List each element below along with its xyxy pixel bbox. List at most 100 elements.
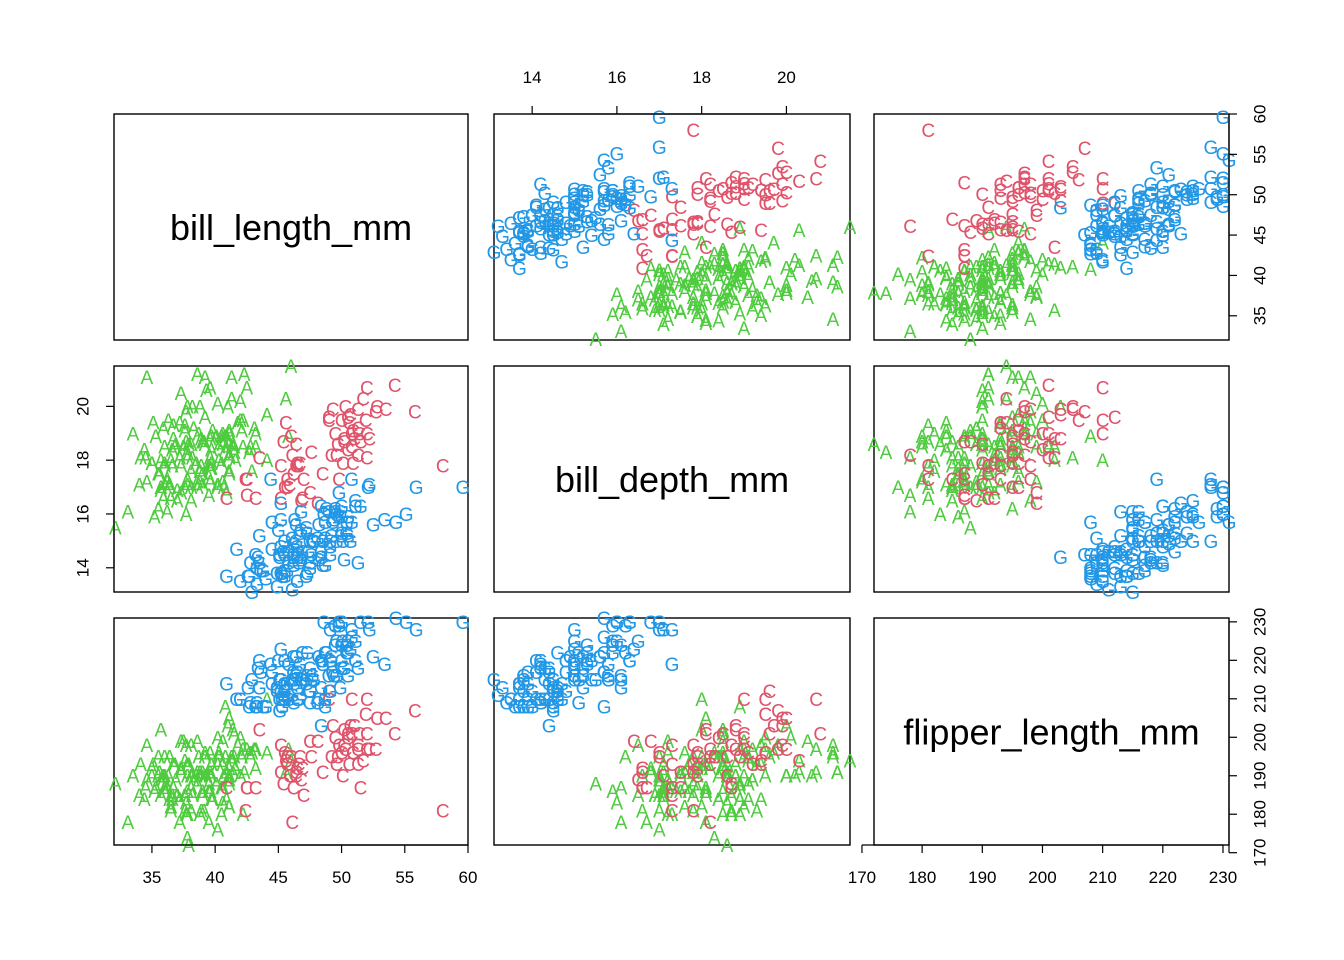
point-marker-A: A — [1012, 368, 1025, 389]
point-marker-A: A — [721, 283, 734, 304]
point-marker-A: A — [958, 282, 971, 303]
point-marker-A: A — [234, 767, 247, 788]
point-marker-A: A — [163, 478, 176, 499]
point-marker-G: G — [1167, 513, 1182, 534]
point-marker-G: G — [610, 613, 625, 634]
point-marker-A: A — [827, 256, 840, 277]
point-marker-G: G — [275, 567, 290, 588]
point-marker-A: A — [640, 271, 653, 292]
point-marker-G: G — [293, 524, 308, 545]
point-marker-A: A — [1000, 286, 1013, 307]
point-marker-A: A — [1042, 438, 1055, 459]
point-marker-C: C — [771, 701, 785, 722]
point-marker-A: A — [165, 451, 178, 472]
point-marker-G: G — [1119, 567, 1134, 588]
point-marker-A: A — [976, 303, 989, 324]
point-marker-A: A — [243, 443, 256, 464]
point-marker-A: A — [976, 440, 989, 461]
point-marker-A: A — [178, 416, 191, 437]
point-marker-C: C — [708, 205, 722, 226]
point-marker-G: G — [512, 208, 527, 229]
point-marker-C: C — [975, 215, 989, 236]
point-marker-A: A — [248, 740, 261, 761]
point-marker-A: A — [970, 291, 983, 312]
point-marker-C: C — [945, 210, 959, 231]
point-marker-A: A — [200, 767, 213, 788]
point-marker-A: A — [922, 282, 935, 303]
point-marker-A: A — [138, 790, 151, 811]
point-marker-G: G — [1155, 532, 1170, 553]
point-marker-A: A — [982, 465, 995, 486]
point-marker-G: G — [1216, 169, 1231, 190]
point-marker-C: C — [1018, 403, 1032, 424]
point-marker-G: G — [1119, 259, 1134, 280]
point-marker-C: C — [1024, 457, 1038, 478]
point-marker-A: A — [195, 457, 208, 478]
point-marker-G: G — [1204, 138, 1219, 159]
point-marker-G: G — [614, 678, 629, 699]
point-marker-C: C — [274, 457, 288, 478]
point-marker-G: G — [1216, 478, 1231, 499]
point-marker-A: A — [687, 271, 700, 292]
point-marker-G: G — [271, 521, 286, 542]
point-marker-C: C — [379, 709, 393, 730]
point-marker-C: C — [763, 682, 777, 703]
point-marker-G: G — [1167, 543, 1182, 564]
point-marker-A: A — [976, 319, 989, 340]
point-marker-G: G — [1149, 510, 1164, 531]
point-marker-C: C — [370, 397, 384, 418]
point-marker-A: A — [922, 286, 935, 307]
point-marker-C: C — [994, 181, 1008, 202]
point-marker-A: A — [234, 392, 247, 413]
point-marker-C: C — [1006, 454, 1020, 475]
point-marker-A: A — [196, 475, 209, 496]
point-marker-G: G — [1107, 225, 1122, 246]
point-marker-G: G — [294, 671, 309, 692]
point-marker-A: A — [784, 265, 797, 286]
point-marker-A: A — [158, 748, 171, 769]
point-marker-G: G — [1149, 212, 1164, 233]
point-marker-A: A — [982, 302, 995, 323]
point-marker-G: G — [348, 497, 363, 518]
point-marker-G: G — [1131, 204, 1146, 225]
point-marker-G: G — [1107, 543, 1122, 564]
point-marker-G: G — [272, 545, 287, 566]
point-marker-G: G — [542, 216, 557, 237]
point-marker-G: G — [521, 237, 536, 258]
point-marker-A: A — [1048, 301, 1061, 322]
point-marker-A: A — [180, 403, 193, 424]
point-marker-A: A — [175, 763, 188, 784]
point-marker-A: A — [1030, 473, 1043, 494]
point-marker-A: A — [750, 293, 763, 314]
point-marker-G: G — [250, 698, 265, 719]
point-marker-G: G — [219, 567, 234, 588]
point-marker-G: G — [597, 179, 612, 200]
point-marker-G: G — [571, 196, 586, 217]
point-marker-C: C — [326, 400, 340, 421]
point-marker-G: G — [1107, 564, 1122, 585]
point-marker-A: A — [904, 486, 917, 507]
point-marker-G: G — [1089, 545, 1104, 566]
point-marker-G: G — [301, 543, 316, 564]
point-marker-G: G — [250, 575, 265, 596]
tick-label: 190 — [1251, 762, 1270, 790]
point-marker-G: G — [1053, 548, 1068, 569]
point-marker-A: A — [970, 301, 983, 322]
point-marker-A: A — [742, 250, 755, 271]
point-marker-G: G — [1186, 532, 1201, 553]
point-marker-C: C — [957, 246, 971, 267]
point-marker-A: A — [213, 438, 226, 459]
point-marker-A: A — [1012, 443, 1025, 464]
point-marker-A: A — [691, 299, 704, 320]
point-marker-G: G — [1095, 220, 1110, 241]
point-marker-A: A — [700, 289, 713, 310]
point-marker-G: G — [1095, 553, 1110, 574]
point-marker-G: G — [233, 572, 248, 593]
point-marker-A: A — [691, 262, 704, 283]
point-marker-A: A — [1006, 443, 1019, 464]
point-marker-C: C — [1000, 221, 1014, 242]
point-marker-A: A — [1012, 270, 1025, 291]
point-marker-G: G — [1131, 564, 1146, 585]
variable-label-bill-length: bill_length_mm — [170, 207, 412, 248]
